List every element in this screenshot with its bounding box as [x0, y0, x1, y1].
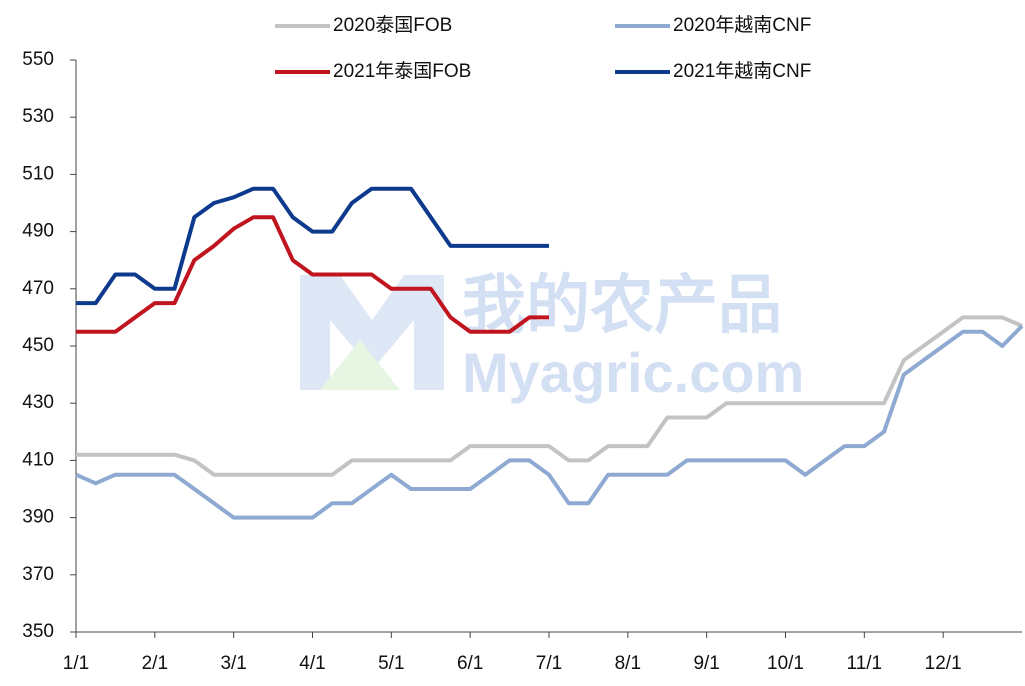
x-tick-label: 10/1	[767, 653, 804, 674]
series-line	[76, 215, 549, 334]
x-tick-label: 11/1	[847, 653, 883, 674]
y-tick-label: 530	[22, 106, 54, 127]
legend-label: 2020泰国FOB	[333, 14, 452, 36]
series-line	[75, 324, 1024, 520]
x-tick-label: 6/1	[457, 653, 483, 674]
x-tick-label: 7/1	[536, 653, 562, 674]
y-tick-label: 370	[22, 564, 54, 585]
x-tick-label: 1/1	[63, 653, 89, 674]
x-tick-label: 8/1	[615, 653, 641, 674]
series-line	[76, 186, 549, 306]
legend-label: 2020年越南CNF	[673, 14, 811, 36]
legend-label: 2021年泰国FOB	[333, 60, 471, 82]
y-tick-label: 390	[22, 507, 54, 528]
x-tick-label: 3/1	[220, 653, 246, 674]
x-tick-label: 9/1	[693, 653, 719, 674]
watermark-logo	[300, 275, 444, 390]
watermark-url: Myagric.com	[462, 341, 804, 404]
legend-label: 2021年越南CNF	[673, 60, 811, 82]
series-line	[76, 315, 1023, 477]
x-tick-label: 12/1	[925, 653, 962, 674]
y-tick-label: 490	[22, 221, 54, 242]
x-tick-label: 5/1	[378, 653, 404, 674]
y-tick-label: 350	[22, 621, 54, 642]
y-tick-label: 510	[22, 163, 54, 184]
y-tick-label: 550	[22, 49, 54, 70]
x-tick-label: 2/1	[142, 653, 168, 674]
y-tick-label: 450	[22, 335, 54, 356]
x-tick-label: 4/1	[299, 653, 325, 674]
y-tick-label: 410	[22, 449, 54, 470]
y-tick-label: 470	[22, 278, 54, 299]
y-tick-label: 430	[22, 392, 54, 413]
